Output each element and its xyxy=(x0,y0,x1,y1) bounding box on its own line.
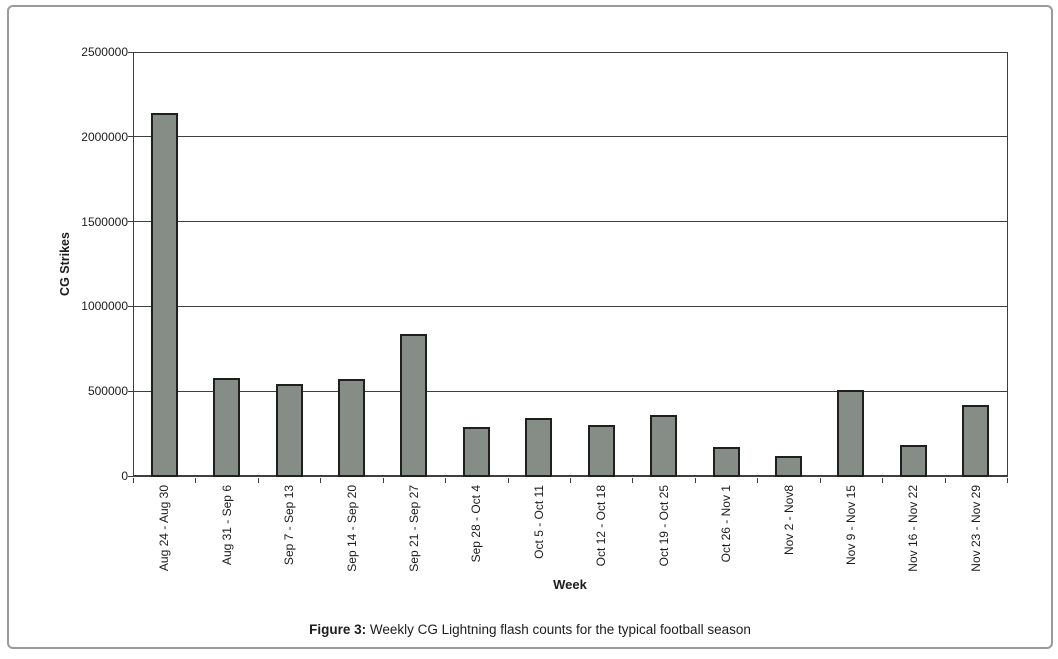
bar-13 xyxy=(900,445,927,477)
x-axis-tick xyxy=(1007,478,1008,483)
y-axis-tick xyxy=(128,475,133,477)
bar-9 xyxy=(650,415,677,477)
x-axis-tick xyxy=(258,478,259,483)
x-axis-tick xyxy=(508,478,509,483)
x-axis-tick xyxy=(820,478,821,483)
bar-4 xyxy=(338,379,365,477)
x-axis-tick xyxy=(882,478,883,483)
figure-caption: Figure 3: Weekly CG Lightning flash coun… xyxy=(9,622,1051,637)
bar-1 xyxy=(151,113,178,477)
x-axis-tick xyxy=(695,478,696,483)
plot-area xyxy=(133,52,1008,477)
y-tick-label: 1000000 xyxy=(81,299,128,314)
x-axis-tick xyxy=(757,478,758,483)
y-axis-title: CG Strikes xyxy=(58,232,72,296)
bar-14 xyxy=(962,405,989,477)
y-gridline xyxy=(133,136,1007,138)
x-axis-tick xyxy=(195,478,196,483)
bar-8 xyxy=(588,425,615,477)
x-tick-label: Oct 5 - Oct 11 xyxy=(532,485,546,559)
x-tick-label: Sep 14 - Sep 20 xyxy=(345,485,359,572)
bar-7 xyxy=(525,418,552,477)
x-tick-label: Oct 19 - Oct 25 xyxy=(657,485,671,567)
x-axis-tick xyxy=(133,478,134,483)
x-tick-label: Nov 23 - Nov 29 xyxy=(969,485,983,572)
x-tick-label: Oct 12 - Oct 18 xyxy=(594,485,608,567)
y-tick-label: 0 xyxy=(121,469,128,483)
x-axis-tick xyxy=(445,478,446,483)
y-tick-label: 1500000 xyxy=(81,214,128,229)
y-gridline xyxy=(133,390,1007,392)
x-axis-tick xyxy=(945,478,946,483)
x-tick-label: Sep 28 - Oct 4 xyxy=(469,485,483,563)
y-axis-tick xyxy=(128,221,133,223)
x-tick-label: Aug 24 - Aug 30 xyxy=(157,485,171,572)
x-axis-tick xyxy=(570,478,571,483)
x-axis-tick xyxy=(383,478,384,483)
x-tick-label: Aug 31 - Sep 6 xyxy=(220,485,234,566)
x-tick-label: Oct 26 - Nov 1 xyxy=(719,485,733,563)
y-axis-tick xyxy=(128,390,133,392)
x-tick-label: Sep 21 - Sep 27 xyxy=(407,485,421,572)
figure-caption-label: Figure 3: xyxy=(309,622,367,637)
y-axis-tick xyxy=(128,136,133,138)
figure-frame: Figure 3: Weekly CG Lightning flash coun… xyxy=(7,5,1053,649)
figure-caption-text: Weekly CG Lightning flash counts for the… xyxy=(366,622,751,637)
bar-11 xyxy=(775,456,802,477)
bar-3 xyxy=(276,384,303,477)
bar-6 xyxy=(463,427,490,477)
y-axis-tick xyxy=(128,51,133,53)
x-axis-title: Week xyxy=(553,577,587,592)
bar-10 xyxy=(713,447,740,477)
y-axis-tick xyxy=(128,305,133,307)
y-gridline xyxy=(133,305,1007,307)
x-tick-label: Sep 7 - Sep 13 xyxy=(282,485,296,566)
y-tick-label: 2000000 xyxy=(81,129,128,144)
bar-2 xyxy=(213,378,240,477)
x-tick-label: Nov 2 - Nov8 xyxy=(782,485,796,556)
x-axis-tick xyxy=(320,478,321,483)
bar-12 xyxy=(837,390,864,477)
y-tick-label: 2500000 xyxy=(81,45,128,59)
y-tick-label: 500000 xyxy=(87,384,128,399)
x-axis-tick xyxy=(632,478,633,483)
x-tick-label: Nov 9 - Nov 15 xyxy=(844,485,858,566)
y-gridline xyxy=(133,221,1007,223)
x-tick-label: Nov 16 - Nov 22 xyxy=(906,485,920,572)
bar-5 xyxy=(400,334,427,477)
y-gridline xyxy=(133,51,1007,53)
